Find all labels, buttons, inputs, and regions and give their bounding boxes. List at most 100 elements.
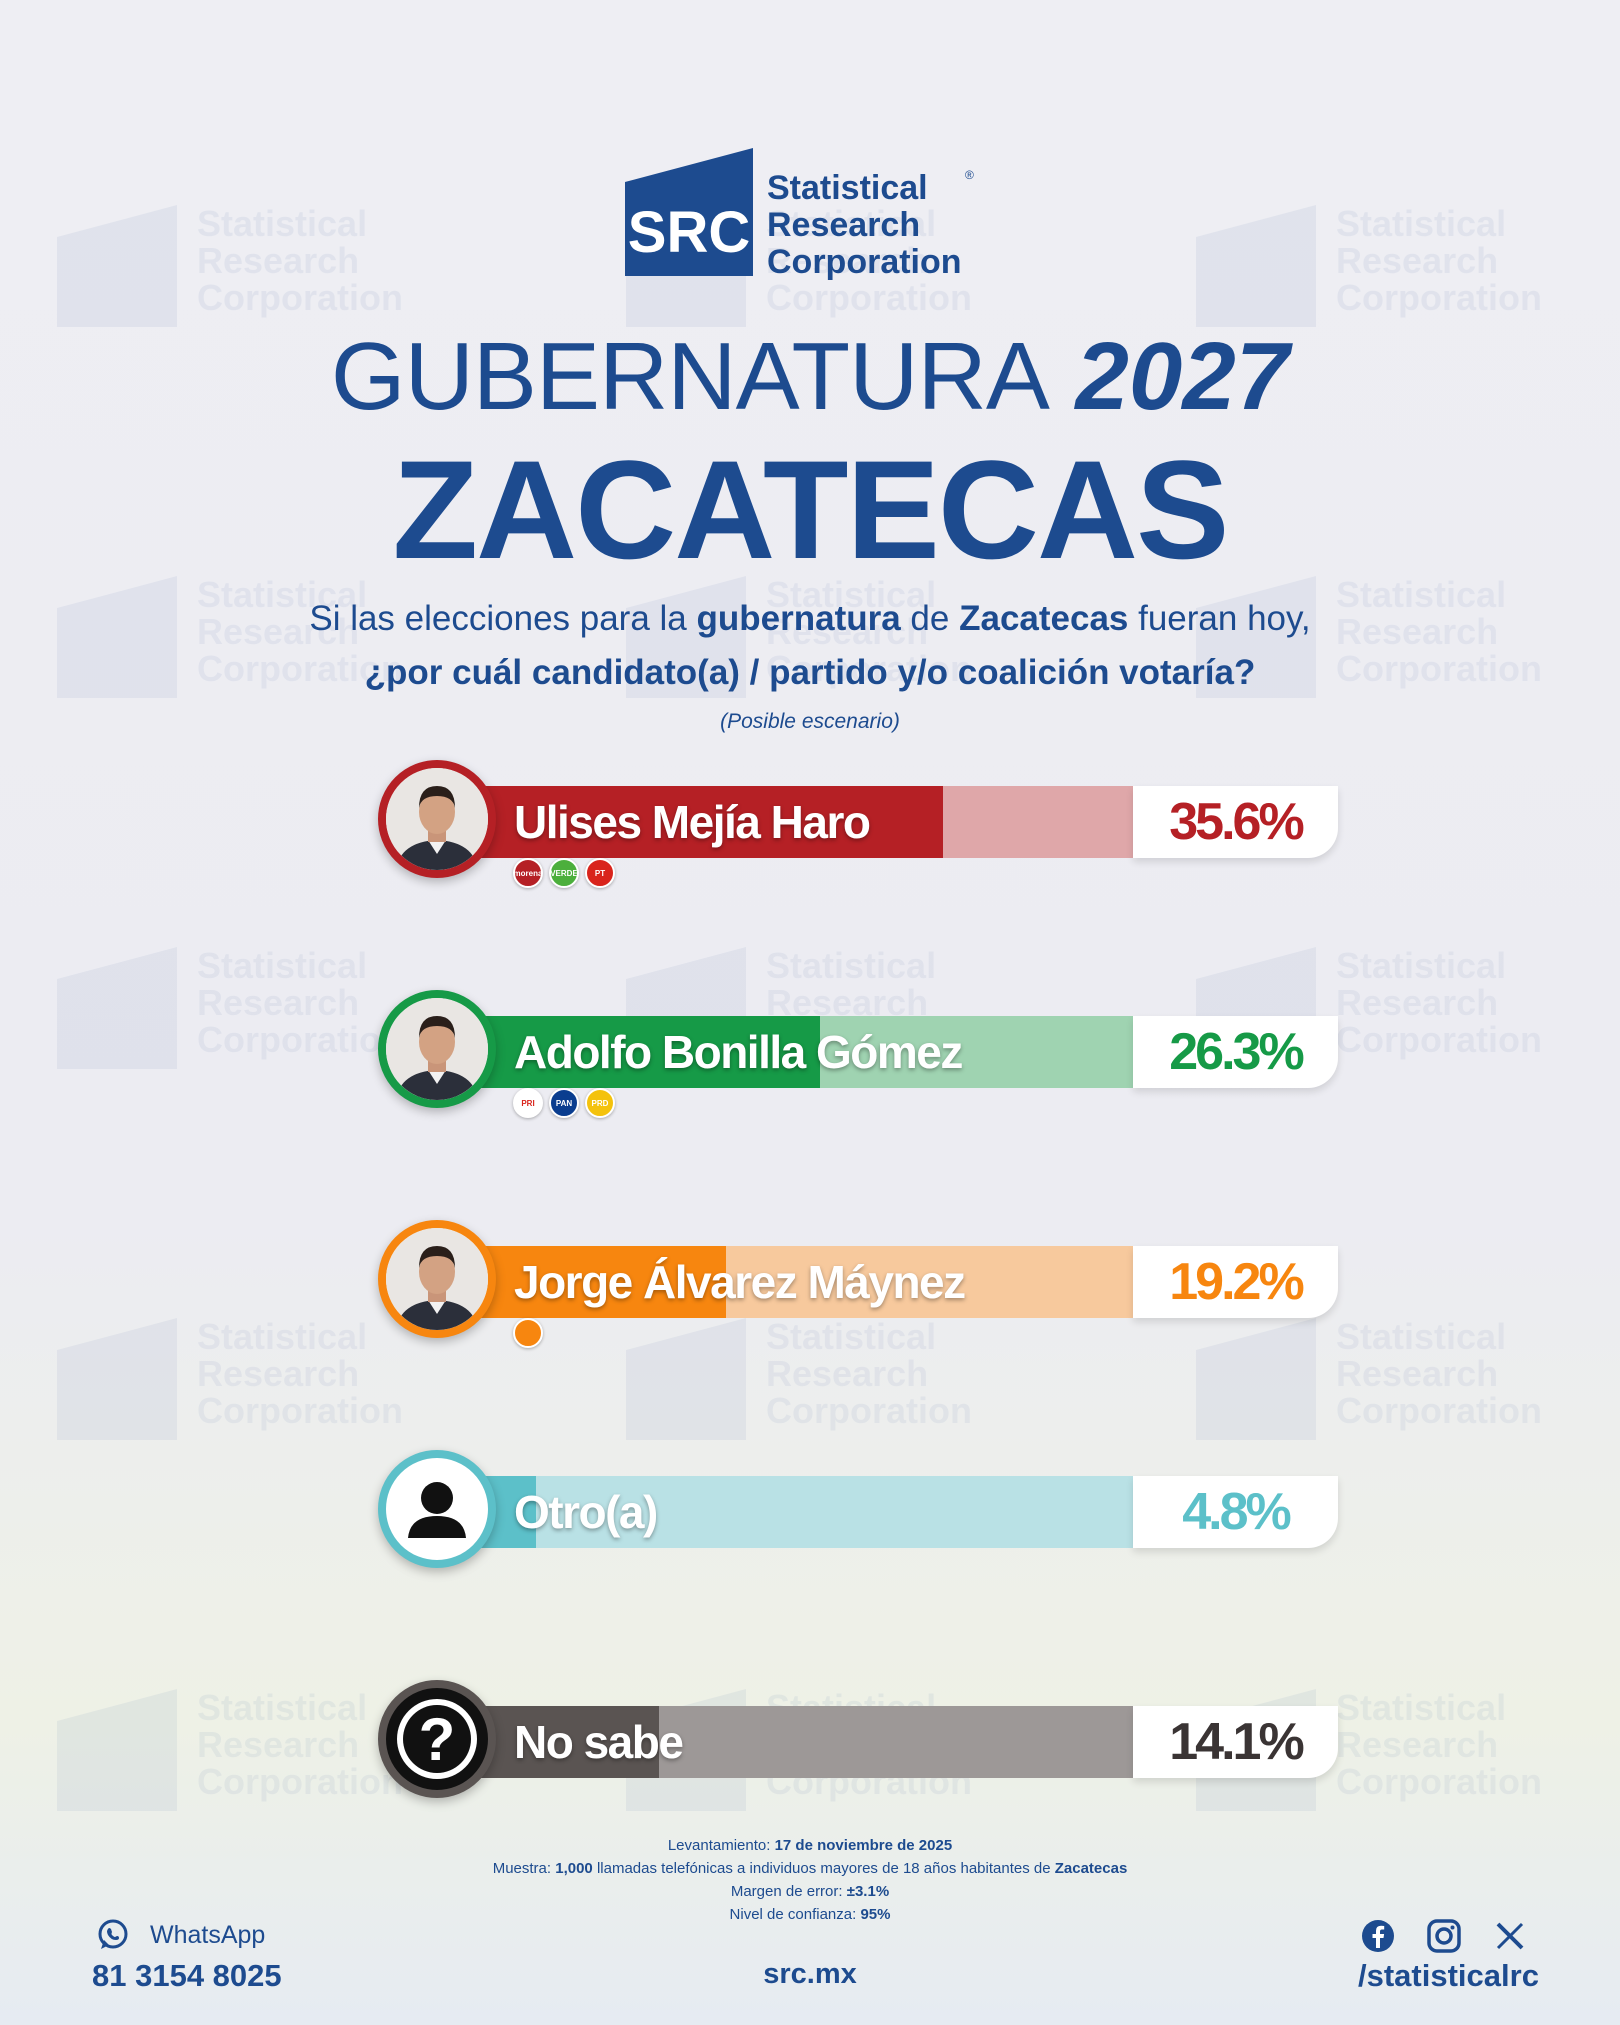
watermark-text: Corporation [766,277,972,318]
result-row: 4.8% Otro(a) [378,1450,1338,1580]
confidence-line: Nivel de confianza: 95% [0,1903,1620,1926]
watermark-text: Research [197,982,360,1023]
watermark-text: Corporation [1336,1019,1542,1060]
party-logo [513,1318,543,1348]
percentage-label: 26.3% [1169,1023,1304,1081]
party-logos: PRI PAN PRD [513,1088,615,1118]
watermark-text: Corporation [197,1019,403,1060]
svg-text:?: ? [419,1706,456,1773]
watermark-text: Corporation [197,1390,403,1431]
percentage-box [1133,1706,1338,1778]
logo-letters: SRC [628,200,750,265]
percentage-box [1133,1476,1338,1548]
watermark-text: Research [766,1353,929,1394]
percentage-label: 35.6% [1169,793,1304,851]
survey-date-line: Levantamiento: 17 de noviembre de 2025 [0,1834,1620,1857]
bar-track: 19.2% [473,1246,1338,1318]
percentage-label: 19.2% [1169,1253,1304,1311]
result-row: 19.2% Jorge Álvarez Máynez [378,1220,1338,1350]
candidate-photo [378,760,496,878]
watermark-text: Statistical [197,1687,368,1728]
bar-track: 26.3% [473,1016,1338,1088]
candidate-name: Jorge Álvarez Máynez [514,1256,966,1308]
q-text-c: de [900,599,960,638]
percentage-box [1133,1016,1338,1088]
candidate-name: Adolfo Bonilla Gómez [514,1026,963,1078]
methodology: Levantamiento: 17 de noviembre de 2025 M… [0,1834,1620,1926]
facebook-icon[interactable] [1360,1918,1396,1954]
bar-fill [473,1016,820,1088]
website-link[interactable]: src.mx [763,1958,857,1990]
person-icon [378,1450,496,1568]
percentage-label: 4.8% [1182,1483,1292,1541]
party-logo: VERDE [549,858,579,888]
survey-question: Si las elecciones para la gubernatura de… [0,592,1620,700]
watermark-text: Statistical [197,1316,368,1357]
watermark-text: Corporation [197,277,403,318]
party-logos: morena VERDE PT [513,858,615,888]
margin-label: Margen de error: [730,1883,847,1900]
watermark-text: Corporation [1336,1390,1542,1431]
candidate-name: Ulises Mejía Haro [514,796,871,848]
result-row: 14.1% No sabe? [378,1680,1338,1810]
instagram-icon[interactable] [1426,1918,1462,1954]
whatsapp-contact[interactable]: WhatsApp [96,1918,265,1952]
watermark-text: Statistical [1336,1316,1507,1357]
question-line-1: Si las elecciones para la gubernatura de… [0,592,1620,646]
bar-track: 4.8% [473,1476,1338,1548]
bar-track: 35.6% [473,786,1338,858]
title-year: 2027 [1075,323,1290,430]
title-light: GUBERNATURA [330,323,1050,430]
q-text-e: fueran hoy, [1128,599,1311,638]
candidate-name: Otro(a) [514,1486,658,1538]
brand-name-line-3: Corporation [767,243,962,281]
sample-place: Zacatecas [1054,1860,1128,1877]
page-title: GUBERNATURA 2027 [0,322,1620,432]
q-text-d: Zacatecas [959,599,1129,638]
candidate-photo [378,990,496,1108]
percentage-label: 14.1% [1169,1713,1304,1771]
bar-fill [473,786,943,858]
watermark-text: Research [1336,982,1499,1023]
margin-line: Margen de error: ±3.1% [0,1880,1620,1903]
party-logo: PRD [585,1088,615,1118]
survey-label: Levantamiento: [667,1837,775,1854]
state-title: ZACATECAS [392,431,1230,588]
whatsapp-label: WhatsApp [150,1920,266,1949]
brand-name-line-2: Research [767,206,921,244]
watermark-text: Corporation [1336,277,1542,318]
result-row: 35.6% Ulises Mejía Haro morena VERDE PT [378,760,1338,890]
watermark-text: Research [197,1724,360,1765]
watermark-text: Statistical [766,945,937,986]
candidate-name: No sabe [514,1716,684,1768]
party-logo: PT [585,858,615,888]
watermark-text: Statistical [1336,945,1507,986]
survey-date: 17 de noviembre de 2025 [774,1837,953,1854]
phone-number[interactable]: 81 3154 8025 [92,1958,282,1993]
brand-name: Statistical Research Corporation [767,170,962,281]
watermark-text: Research [1336,1353,1499,1394]
q-text-line2: ¿por cuál candidato(a) / partido y/o coa… [364,653,1256,692]
sample-size: 1,000 [555,1860,593,1877]
x-icon[interactable] [1492,1918,1528,1954]
src-logo-mark: SRC [625,148,753,276]
watermark-text: Research [197,240,360,281]
watermark-text: Statistical [197,203,368,244]
sample-text: llamadas telefónicas a individuos mayore… [592,1860,1055,1877]
watermark-text: Research [1336,240,1499,281]
social-handle[interactable]: /statisticalrc [1358,1958,1539,1993]
party-logo: PAN [549,1088,579,1118]
watermark-text: Corporation [766,1390,972,1431]
watermark-text: Statistical [197,945,368,986]
confidence-value: 95% [860,1906,891,1923]
sample-label: Muestra: [492,1860,556,1877]
q-text-a: Si las elecciones para la [309,599,697,638]
watermark-text: Research [1336,1724,1499,1765]
question-line-2: ¿por cuál candidato(a) / partido y/o coa… [0,646,1620,700]
watermark-text: Statistical [1336,1687,1507,1728]
party-logos [513,1318,543,1348]
bar-fill [473,1706,659,1778]
whatsapp-icon [98,1919,128,1949]
